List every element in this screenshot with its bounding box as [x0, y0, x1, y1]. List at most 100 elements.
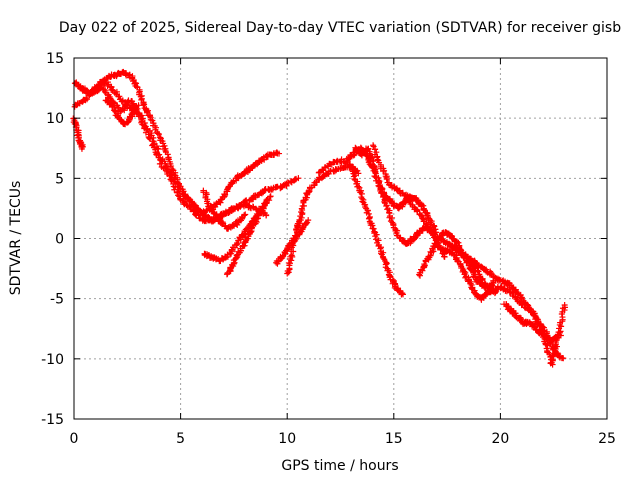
data-point — [156, 131, 163, 138]
data-point — [372, 146, 379, 153]
data-point — [262, 199, 269, 206]
data-point — [365, 215, 372, 222]
data-point — [377, 245, 384, 252]
data-point — [84, 96, 91, 103]
data-point — [78, 145, 85, 152]
y-tick-label: -5 — [50, 292, 64, 308]
data-series — [76, 83, 270, 225]
data-point — [463, 253, 470, 260]
data-point — [125, 97, 132, 104]
data-point — [531, 312, 538, 319]
data-point — [177, 196, 184, 203]
chart-title: Day 022 of 2025, Sidereal Day-to-day VTE… — [59, 20, 621, 36]
data-point — [369, 154, 376, 161]
data-point — [556, 329, 563, 336]
data-point — [489, 288, 496, 295]
data-point — [290, 248, 297, 255]
data-point — [441, 253, 448, 260]
data-point — [177, 195, 184, 202]
data-series — [200, 187, 249, 232]
data-point — [383, 260, 390, 267]
data-point — [383, 176, 390, 183]
y-tick-label: 10 — [46, 111, 64, 127]
data-point — [475, 276, 482, 283]
data-point — [219, 221, 226, 228]
data-point — [128, 111, 135, 118]
x-tick-label: 5 — [176, 431, 185, 447]
data-point — [168, 177, 175, 184]
data-point — [137, 114, 144, 121]
data-series — [273, 217, 312, 267]
data-point — [560, 355, 567, 362]
data-point — [288, 252, 295, 259]
y-axis-ticks: -15 -10 -5 0 5 10 15 — [41, 51, 607, 428]
data-point — [374, 156, 381, 163]
y-tick-label: -15 — [41, 412, 64, 428]
data-point — [351, 175, 358, 182]
data-point — [267, 193, 274, 200]
data-point — [153, 151, 160, 158]
data-point — [234, 221, 241, 228]
y-tick-label: 0 — [55, 232, 64, 248]
data-point — [418, 212, 425, 219]
data-point — [372, 170, 379, 177]
y-axis-label: SDTVAR / TECUs — [8, 181, 24, 296]
x-tick-label: 20 — [491, 431, 509, 447]
data-point — [149, 117, 156, 124]
data-series — [432, 240, 497, 303]
data-point — [381, 198, 388, 205]
data-point — [561, 302, 568, 309]
data-series — [102, 97, 142, 128]
x-tick-label: 10 — [278, 431, 296, 447]
data-point — [191, 201, 198, 208]
data-point — [365, 145, 372, 152]
data-point — [509, 289, 516, 296]
data-point — [380, 254, 387, 261]
x-axis-ticks: 0 5 10 15 20 25 — [70, 58, 616, 447]
data-point — [135, 102, 142, 109]
data-series — [501, 301, 567, 362]
data-point — [101, 88, 108, 95]
data-point — [233, 241, 240, 248]
data-series — [201, 193, 274, 265]
data-point — [372, 233, 379, 240]
data-point — [263, 200, 270, 207]
data-point — [380, 168, 387, 175]
data-point — [355, 183, 362, 190]
data-point — [322, 164, 329, 171]
data-point — [421, 262, 428, 269]
data-point — [237, 202, 244, 209]
data-point — [375, 178, 382, 185]
data-point — [242, 211, 249, 218]
data-point — [183, 202, 190, 209]
data-point — [166, 172, 173, 179]
data-point — [217, 196, 224, 203]
data-point — [190, 207, 197, 214]
x-tick-label: 15 — [385, 431, 403, 447]
data-point — [146, 135, 153, 142]
data-point — [518, 302, 525, 309]
data-point — [83, 94, 90, 101]
y-tick-label: -10 — [41, 352, 64, 368]
y-tick-label: 15 — [46, 51, 64, 67]
data-series — [70, 115, 86, 152]
data-point — [305, 217, 312, 224]
y-tick-label: 5 — [55, 171, 64, 187]
data-point — [221, 255, 228, 262]
data-point — [275, 258, 282, 265]
x-tick-label: 0 — [70, 431, 79, 447]
data-point — [558, 323, 565, 330]
data-points — [70, 68, 568, 368]
data-point — [160, 165, 167, 172]
data-point — [155, 146, 162, 153]
x-tick-label: 25 — [598, 431, 616, 447]
data-point — [231, 259, 238, 266]
data-point — [116, 93, 123, 100]
data-point — [295, 175, 302, 182]
data-point — [501, 285, 508, 292]
data-series — [315, 156, 406, 298]
data-point — [276, 150, 283, 157]
data-point — [154, 130, 161, 137]
data-point — [249, 221, 256, 228]
